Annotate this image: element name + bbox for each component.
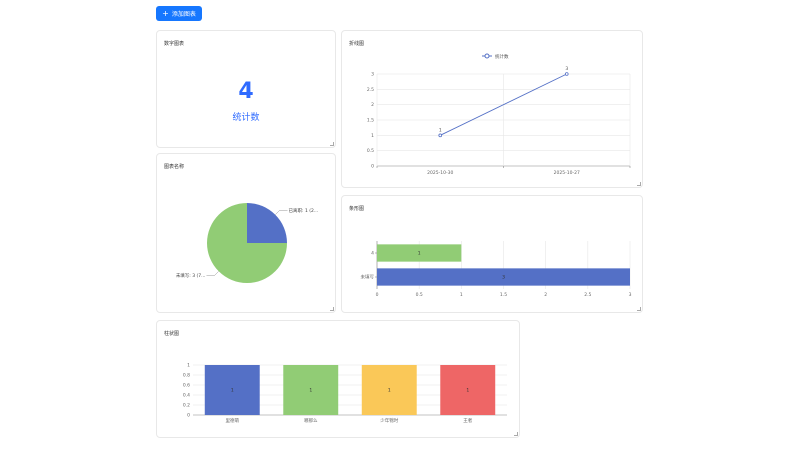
data-label: 3 xyxy=(502,275,505,281)
y-tick-label: 2.5 xyxy=(367,87,374,93)
y-tick-label: 3 xyxy=(371,72,374,78)
resize-handle-icon[interactable] xyxy=(514,432,518,436)
y-tick-label: 1 xyxy=(371,133,374,139)
x-tick-label: 2.5 xyxy=(584,292,591,298)
x-tick-label: 2025-10-27 xyxy=(554,170,580,176)
bar xyxy=(204,365,260,415)
resize-handle-icon[interactable] xyxy=(330,307,334,311)
y-tick-label: 0.6 xyxy=(183,383,190,389)
card-title: 柱状图 xyxy=(164,331,180,337)
y-tick-label: 4 xyxy=(371,251,374,257)
pie-slice xyxy=(247,203,287,243)
x-tick-label: 王者 xyxy=(463,418,472,424)
y-tick-label: 未填写 xyxy=(361,274,375,281)
y-tick-label: 0 xyxy=(187,413,190,419)
stat-label: 统计数 xyxy=(232,113,260,123)
data-label: 1 xyxy=(418,251,421,257)
bar xyxy=(377,244,462,262)
y-tick-label: 2 xyxy=(371,102,374,108)
pie-label-line xyxy=(275,210,288,215)
x-tick-label: 1.5 xyxy=(500,292,507,298)
bar xyxy=(440,365,496,415)
pie-label: 已离职: 1 (2... xyxy=(289,207,319,214)
bar xyxy=(283,365,339,415)
pie-label-line xyxy=(206,271,219,276)
x-tick-label: 哪那么 xyxy=(304,417,318,424)
legend-marker xyxy=(484,53,490,59)
x-tick-label: 3 xyxy=(629,292,632,298)
pie-label: 未填写: 3 (7... xyxy=(176,272,206,279)
bar xyxy=(361,365,417,415)
column-chart: 0 0.2 0.4 0.6 0.8 1 1 里德萌 1 哪那么 1 少年锦时 1 王者 xyxy=(183,363,507,424)
plus-icon: + xyxy=(162,8,169,18)
pie-chart: 已离职: 1 (2... 未填写: 3 (7... xyxy=(176,203,319,283)
card-title: 条形图 xyxy=(349,206,365,212)
pie-slice xyxy=(207,203,287,283)
add-chart-label: 添加图表 xyxy=(171,11,196,18)
card-title: 折线图 xyxy=(349,41,365,47)
data-label: 3 xyxy=(565,66,568,72)
data-label: 1 xyxy=(466,388,469,394)
resize-handle-icon[interactable] xyxy=(637,307,641,311)
x-tick-label: 2025-10-30 xyxy=(427,170,453,176)
vbar-chart-card[interactable]: 柱状图 0 0.2 0.4 0.6 0.8 1 1 里德萌 1 哪那么 1 少年锦时 1 王者 xyxy=(156,320,520,438)
y-tick-label: 0.4 xyxy=(183,393,190,399)
data-point xyxy=(564,72,569,76)
x-tick-label: 2 xyxy=(544,292,547,298)
y-tick-label: 1 xyxy=(187,363,190,369)
legend-label: 统计数 xyxy=(495,53,509,60)
x-tick-label: 少年锦时 xyxy=(380,417,398,424)
y-tick-label: 0 xyxy=(371,164,374,170)
data-point xyxy=(438,133,443,138)
data-label: 1 xyxy=(388,388,391,394)
data-label: 1 xyxy=(439,127,442,133)
y-tick-label: 0.2 xyxy=(183,403,190,409)
add-chart-button[interactable]: + 添加图表 xyxy=(156,6,202,21)
horizontal-bar-chart: 0 0.5 1 1.5 2 2.5 3 3 未填写 1 4 xyxy=(361,241,632,298)
y-tick-label: 0.5 xyxy=(367,148,374,154)
line-chart-card[interactable]: 折线图 统计数 0 0.5 1 1.5 2 2.5 3 2025-10-30 2025-10-27… xyxy=(341,30,643,188)
data-label: 1 xyxy=(231,388,234,394)
resize-handle-icon[interactable] xyxy=(330,142,334,146)
x-tick-label: 里德萌 xyxy=(226,417,240,424)
pie-chart-card[interactable]: 图表名称 已离职: 1 (2... 未填写: 3 (7... xyxy=(156,153,336,313)
x-tick-label: 0.5 xyxy=(416,292,423,298)
x-tick-label: 1 xyxy=(460,292,463,298)
y-tick-label: 1.5 xyxy=(367,118,374,124)
stat-value: 4 xyxy=(238,79,254,104)
card-title: 数字图表 xyxy=(164,41,185,47)
number-chart-card[interactable]: 数字图表 4 统计数 xyxy=(156,30,336,148)
bar xyxy=(377,268,630,286)
hbar-chart-card[interactable]: 条形图 0 0.5 1 1.5 2 2.5 3 3 未填写 1 4 xyxy=(341,195,643,313)
y-tick-label: 0.8 xyxy=(183,373,190,379)
series-line xyxy=(440,73,567,136)
data-label: 1 xyxy=(309,388,312,394)
x-tick-label: 0 xyxy=(376,292,379,298)
resize-handle-icon[interactable] xyxy=(637,182,641,186)
line-chart: 统计数 0 0.5 1 1.5 2 2.5 3 2025-10-30 2025-10-27 1 3 xyxy=(367,53,631,176)
card-title: 图表名称 xyxy=(164,164,185,170)
